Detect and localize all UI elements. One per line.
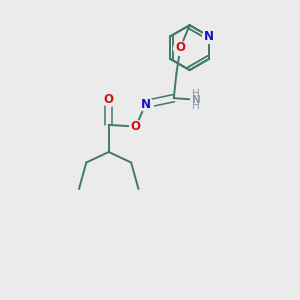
Text: O: O <box>104 93 114 106</box>
Text: N: N <box>141 98 151 111</box>
Text: N: N <box>204 30 214 43</box>
Text: H: H <box>192 101 200 111</box>
Text: N: N <box>192 95 201 105</box>
Text: H: H <box>192 89 200 99</box>
Text: O: O <box>131 120 141 133</box>
Text: O: O <box>176 41 185 54</box>
